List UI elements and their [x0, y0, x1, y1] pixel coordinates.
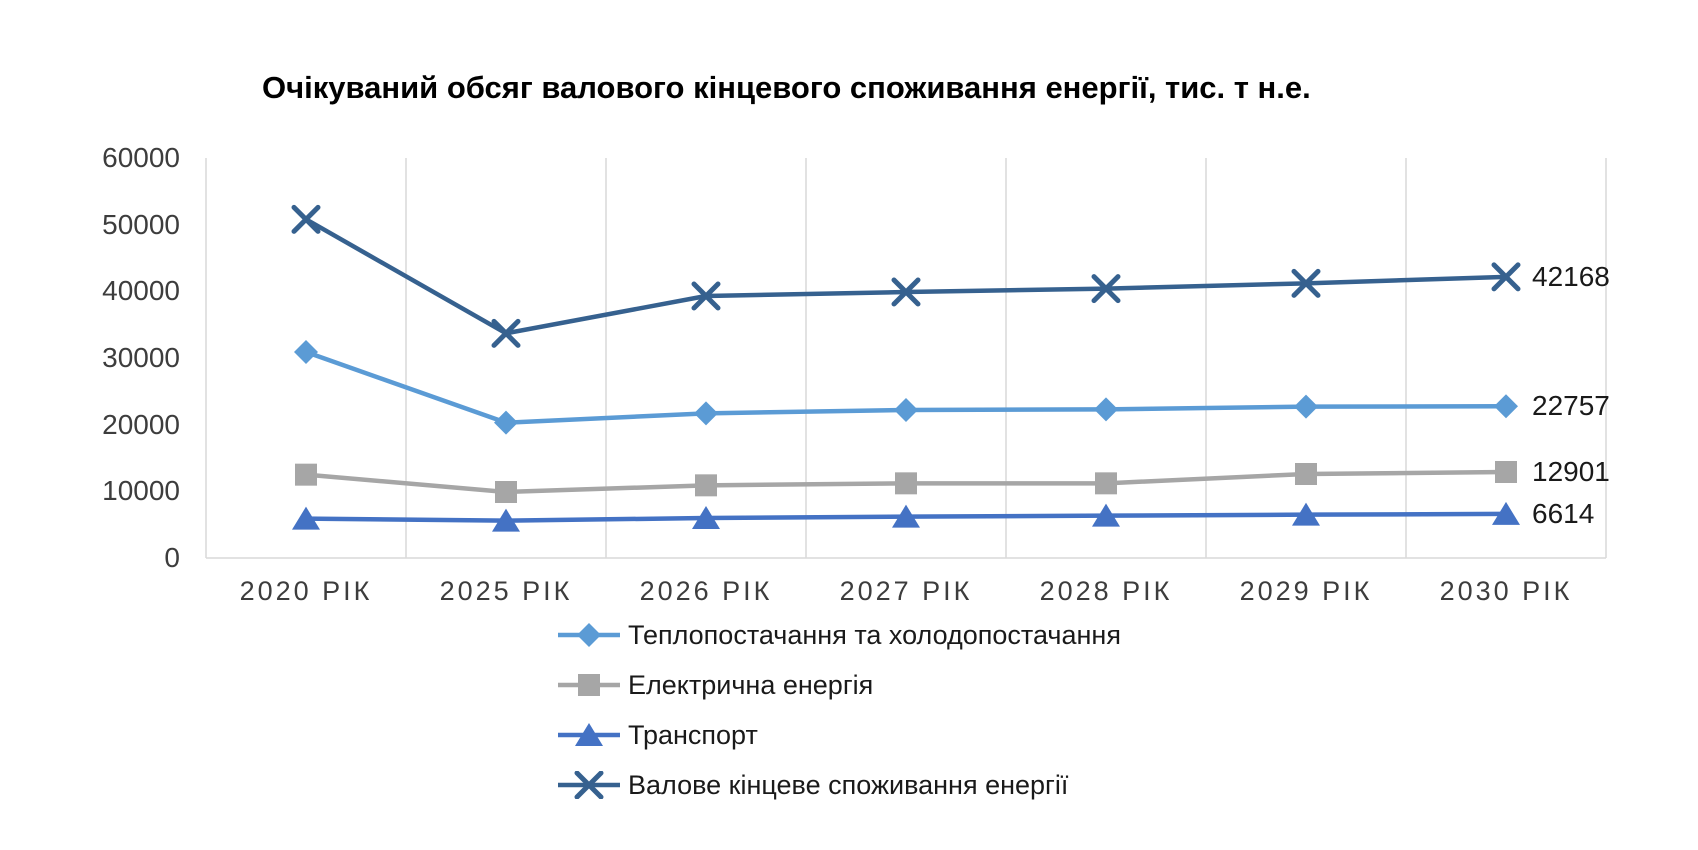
x-axis-label: 2028 РІК [1039, 576, 1173, 606]
y-tick-label: 10000 [102, 475, 180, 507]
triangle-marker-icon [1292, 502, 1320, 526]
y-tick-label: 20000 [102, 408, 180, 440]
square-marker-icon [1495, 460, 1517, 483]
y-tick-label: 40000 [102, 275, 180, 307]
square-marker-icon [295, 463, 317, 486]
x-axis-label: 2027 РІК [839, 576, 973, 606]
x-marker-icon [1291, 268, 1321, 298]
square-marker-icon [1295, 463, 1317, 485]
x-axis-label: 2025 РІК [439, 576, 573, 606]
legend-item-label: Теплопостачання та холодопостачання [628, 619, 1121, 650]
diamond-marker-icon [894, 398, 918, 422]
data-label: 12901 [1532, 455, 1610, 487]
legend-item-label: Транспорт [628, 719, 758, 750]
diamond-marker-icon [1094, 397, 1118, 422]
x-marker-icon [491, 318, 521, 348]
triangle-marker-icon [492, 508, 520, 532]
x-marker-icon [891, 277, 921, 307]
diamond-marker-icon [494, 410, 518, 435]
triangle-marker-icon [558, 723, 620, 746]
triangle-marker-icon [292, 506, 320, 530]
y-tick-label: 60000 [102, 142, 180, 173]
x-marker-icon [291, 204, 321, 234]
square-marker-icon [895, 472, 917, 495]
triangle-marker-icon [575, 723, 603, 746]
diamond-marker-icon [694, 401, 718, 426]
data-label: 42168 [1532, 260, 1610, 292]
square-marker-icon [558, 674, 620, 696]
x-axis-label: 2020 РІК [239, 576, 373, 606]
x-marker-icon [574, 771, 604, 799]
triangle-marker-icon [1492, 501, 1520, 525]
y-tick-label: 50000 [102, 208, 180, 240]
data-label: 22757 [1532, 390, 1610, 422]
legend-item: Транспорт [556, 710, 1121, 760]
y-tick-label: 0 [164, 542, 180, 573]
x-marker-icon [558, 771, 620, 799]
diamond-marker-icon [558, 623, 620, 647]
legend-item-label: Електрична енергія [628, 669, 874, 700]
x-axis-label: 2030 РІК [1439, 576, 1573, 606]
chart-title: Очікуваний обсяг валового кінцевого спож… [262, 70, 1311, 105]
diamond-marker-icon [294, 340, 318, 364]
data-label: 6614 [1532, 497, 1595, 529]
legend-item-label: Валове кінцеве споживання енергії [628, 769, 1069, 800]
square-marker-icon [495, 481, 517, 503]
triangle-marker-icon [692, 506, 720, 529]
x-axis-label: 2026 РІК [639, 576, 773, 606]
diamond-marker-icon [1294, 394, 1318, 419]
legend-item: Теплопостачання та холодопостачання [556, 610, 1121, 660]
y-tick-label: 30000 [102, 342, 180, 373]
legend: Теплопостачання та холодопостачання Елек… [556, 610, 1121, 810]
square-marker-icon [1095, 472, 1117, 495]
triangle-marker-icon [1092, 503, 1120, 527]
diamond-marker-icon [577, 623, 601, 647]
triangle-marker-icon [892, 504, 920, 528]
square-marker-icon [578, 674, 600, 696]
legend-item: Електрична енергія [556, 660, 1121, 710]
x-marker-icon [1491, 262, 1521, 292]
x-axis-label: 2029 РІК [1239, 576, 1373, 606]
x-marker-icon [691, 281, 721, 311]
legend-item: Валове кінцеве споживання енергії [556, 760, 1121, 810]
x-marker-icon [1091, 274, 1121, 304]
square-marker-icon [695, 474, 717, 497]
series-line-3 [304, 217, 1507, 336]
diamond-marker-icon [1494, 394, 1518, 419]
